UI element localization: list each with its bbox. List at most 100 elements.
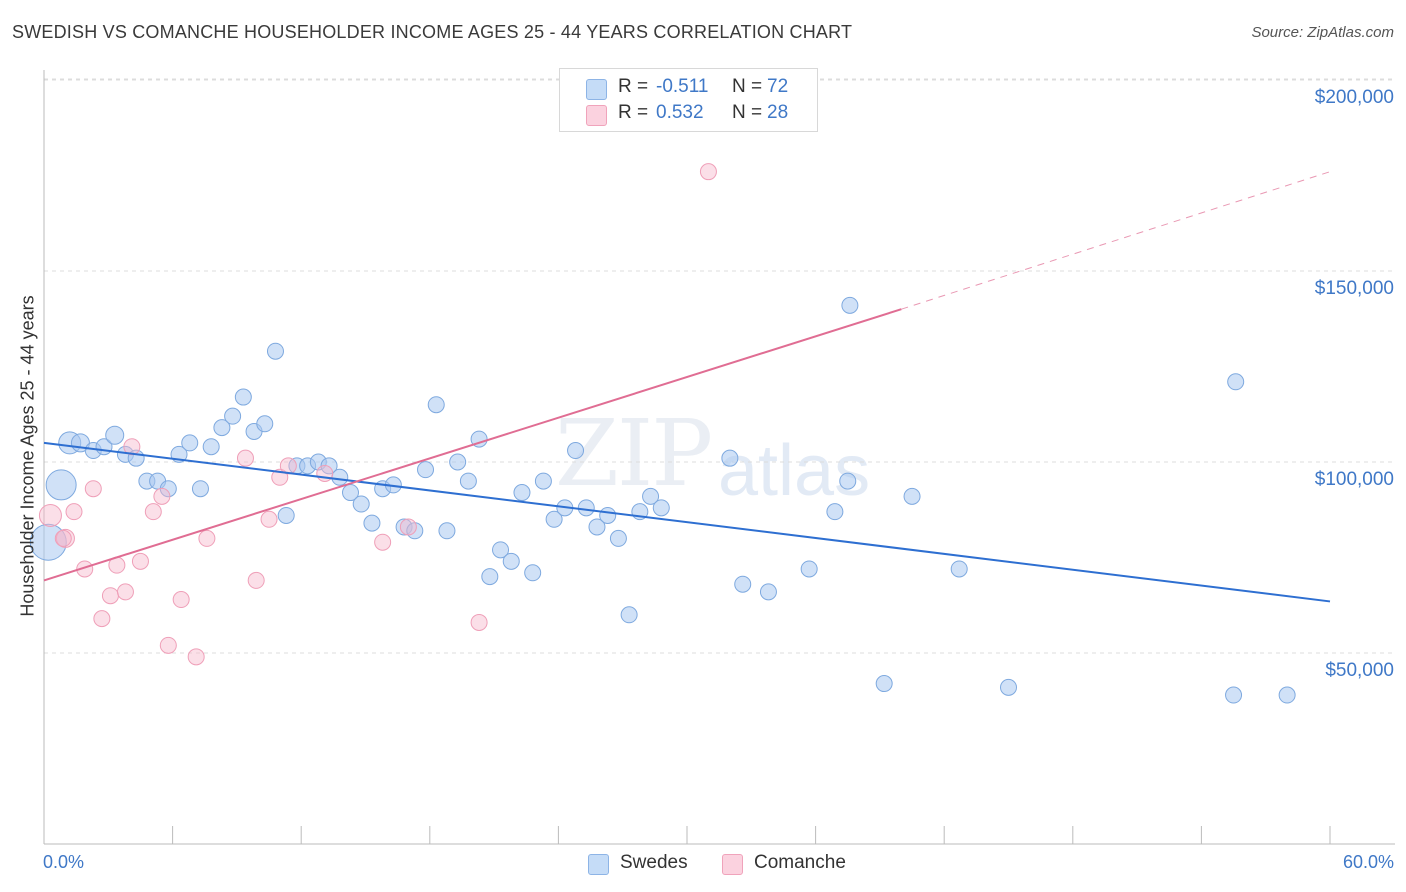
swedes-point [875,675,893,693]
r-value: 0.532 [656,102,704,123]
swedes-point [759,583,777,601]
swedes-point [1227,373,1245,391]
swedes-point [513,484,531,502]
swedes-point [266,342,284,360]
swedes-point [438,522,456,540]
swedes-point [45,469,77,501]
swedes-point [256,415,274,433]
comanche-point [84,480,102,498]
swedes-point [449,453,467,471]
x-tick-label-min: 0.0% [43,852,85,872]
swedes-point [734,575,752,593]
y-tick-label: $100,000 [1314,469,1394,490]
swedes-point [352,495,370,513]
comanche-point [159,636,177,654]
comanche-point [116,583,134,601]
chart-source: Source: ZipAtlas.com [1251,24,1394,41]
swedes-point [545,510,563,528]
comanche-point [470,613,488,631]
swedes-swatch [586,79,607,100]
swedes-point [363,514,381,532]
swedes-point [800,560,818,578]
n-label: N = [732,102,763,123]
swedes-point [1278,686,1296,704]
swedes-point [191,480,209,498]
comanche-point [187,648,205,666]
legend-label: Swedes [620,852,688,873]
comanche-swatch [586,105,607,126]
y-axis-title: Householder Income Ages 25 - 44 years [17,295,38,617]
swedes-swatch [588,854,609,875]
swedes-point [202,438,220,456]
swedes-point [721,449,739,467]
comanche-point [76,560,94,578]
comanche-point [153,487,171,505]
x-tick-label-max: 60.0% [1342,852,1394,872]
swedes-point [417,461,435,479]
chart-title: SWEDISH VS COMANCHE HOUSEHOLDER INCOME A… [12,22,853,42]
y-tick-label: $200,000 [1314,87,1394,108]
comanche-point [374,533,392,551]
swedes-point [588,518,606,536]
comanche-swatch [722,854,743,875]
watermark-atlas: atlas [718,431,871,511]
swedes-point [903,487,921,505]
swedes-point [534,472,552,490]
swedes-point [839,472,857,490]
comanche-point [198,529,216,547]
comanche-point [131,552,149,570]
n-value: 72 [767,76,789,97]
swedes-point [577,499,595,517]
legend-label: Comanche [754,852,846,873]
y-tick-label: $50,000 [1325,660,1394,681]
swedes-point [620,606,638,624]
swedes-point [609,529,627,547]
r-value: -0.511 [656,76,709,97]
swedes-point [1225,686,1243,704]
r-label: R = [618,76,649,97]
y-tick-label: $150,000 [1314,278,1394,299]
swedes-trend-line [43,441,1331,603]
swedes-point [950,560,968,578]
comanche-point [54,529,72,547]
swedes-point [213,419,231,437]
swedes-point [567,442,585,460]
swedes-point [341,484,359,502]
n-value: 28 [767,102,789,123]
swedes-point [841,296,859,314]
r-label: R = [618,102,649,123]
comanche-point [172,591,190,609]
swedes-point [459,472,477,490]
swedes-point [1000,678,1017,696]
comanche-point [93,610,111,628]
swedes-point [234,388,252,406]
swedes-point [427,396,445,414]
swedes-point [642,487,660,505]
swedes-point [331,468,349,486]
comanche-point [144,503,162,521]
swedes-point [492,541,510,559]
correlation-legend: R = -0.511 N = 72 R = 0.532 N = 28 [559,68,818,132]
swedes-point [826,503,844,521]
comanche-trend-line [43,308,902,582]
swedes-point [481,568,499,586]
swedes-point [599,506,617,524]
swedes-point [652,499,670,517]
swedes-point [105,425,125,445]
swedes-point [224,407,242,425]
comanche-point [699,163,717,181]
swedes-point [524,564,542,582]
comanche-point [65,503,83,521]
n-label: N = [732,76,763,97]
comanche-trend-extension [901,171,1331,310]
comanche-point [260,510,278,528]
comanche-point [101,587,119,605]
comanche-point [38,503,62,527]
swedes-point [502,552,520,570]
comanche-point [247,571,265,589]
swedes-point [277,506,295,524]
comanche-point [236,449,254,467]
comanche-point [399,518,417,536]
swedes-point [181,434,199,452]
